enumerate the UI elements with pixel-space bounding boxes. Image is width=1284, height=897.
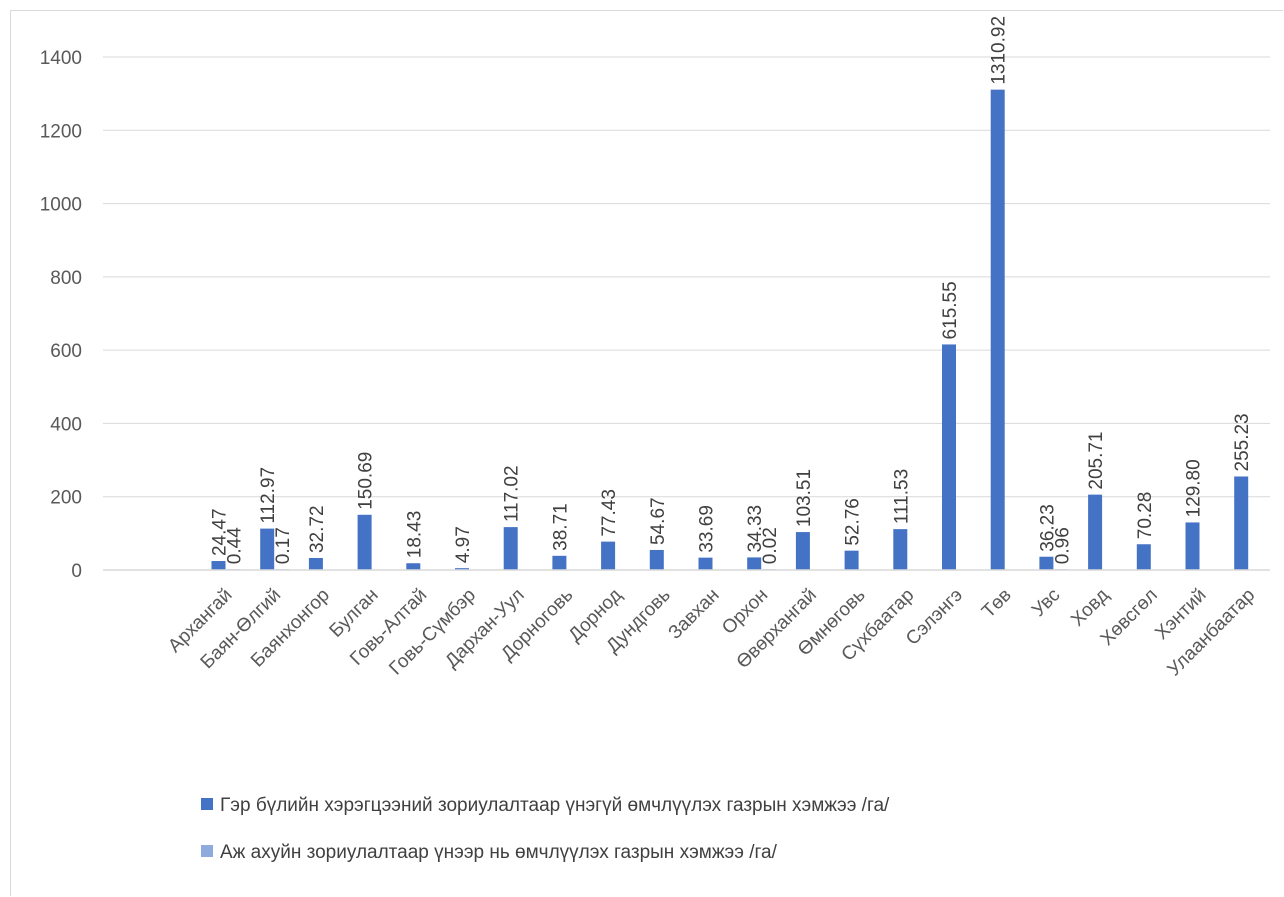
bar-series-1: [698, 557, 713, 570]
category-label: Улаанбаатар: [1164, 585, 1260, 681]
y-tick-label: 1000: [40, 195, 82, 216]
bar-series-1: [893, 529, 908, 570]
category-label: Төв: [978, 585, 1016, 623]
data-label: 112.97: [258, 467, 279, 524]
bar-series-1: [1136, 544, 1151, 570]
bar-series-1: [357, 514, 372, 570]
data-label: 36.23: [1037, 504, 1058, 552]
data-label: 111.53: [891, 469, 912, 524]
bar-series-1: [308, 558, 323, 570]
legend-label-series-1: Гэр бүлийн хэрэгцээний зориулалтаар үнэг…: [220, 795, 890, 816]
data-label: 117.02: [502, 465, 523, 522]
data-label: 150.69: [356, 452, 377, 510]
y-axis-ticks: 0 200 400 600 800 1000 1200 1400: [40, 48, 82, 582]
y-tick-label: 1400: [40, 48, 82, 69]
bar-series-1: [1234, 476, 1249, 570]
data-label: 33.69: [697, 505, 718, 553]
bar-series-1: [552, 555, 567, 570]
bar-series-1: [601, 541, 616, 570]
data-label: 18.43: [404, 511, 425, 559]
legend-label-series-2: Аж ахуйн зориулалтаар үнээр нь өмчлүүлэх…: [220, 842, 778, 863]
data-label: 255.23: [1232, 413, 1253, 471]
data-label: 32.72: [307, 505, 328, 553]
category-label: Завхан: [665, 585, 724, 644]
y-tick-label: 400: [50, 414, 82, 435]
data-label: 38.71: [550, 503, 571, 551]
data-label: 103.51: [794, 469, 815, 527]
data-label: 129.80: [1184, 459, 1205, 517]
y-tick-label: 800: [50, 268, 82, 289]
data-label: 77.43: [599, 489, 620, 537]
category-label: Увс: [1028, 585, 1064, 621]
data-label: 24.47: [210, 508, 231, 556]
data-label: 34.33: [745, 505, 766, 553]
bars: [211, 89, 1249, 571]
data-label: 1310.92: [989, 16, 1010, 85]
bar-series-1: [795, 532, 810, 570]
data-label: 0.96: [1052, 527, 1073, 564]
data-label: 4.97: [453, 526, 474, 563]
data-label: 615.55: [940, 281, 961, 339]
data-label: 54.67: [648, 497, 669, 545]
data-label: 52.76: [843, 498, 864, 546]
legend: Гэр бүлийн хэрэгцээний зориулалтаар үнэг…: [201, 795, 890, 863]
legend-swatch-series-2: [201, 845, 213, 857]
legend-swatch-series-1: [201, 798, 213, 810]
chart-frame: [10, 10, 1283, 896]
data-label: 0.44: [225, 527, 246, 564]
bar-series-1: [747, 557, 762, 570]
data-label: 0.17: [273, 527, 294, 564]
bar-series-1: [844, 550, 859, 570]
bar-series-1: [406, 563, 421, 570]
data-labels: 24.470.44 112.97 0.17 32.72 150.69 18.43 4.97 1…: [210, 16, 1254, 564]
category-label: Ховд: [1067, 585, 1113, 631]
bar-series-1: [1039, 556, 1054, 570]
gridlines: [103, 56, 1270, 498]
bar-series-1: [1088, 494, 1103, 570]
data-label: 0.02: [760, 527, 781, 564]
category-labels: АрхангайБаян-ӨлгийБаянхонгорБулганГовь-А…: [164, 585, 1259, 681]
data-label: 205.71: [1086, 431, 1107, 489]
y-tick-label: 0: [71, 561, 82, 582]
y-tick-label: 200: [50, 488, 82, 509]
y-tick-label: 600: [50, 341, 82, 362]
data-label: 70.28: [1135, 492, 1156, 540]
bar-series-1: [211, 561, 226, 570]
bar-series-1: [503, 527, 518, 570]
bar-series-1: [649, 549, 664, 570]
y-tick-label: 1200: [40, 121, 82, 142]
bar-series-1: [942, 344, 956, 570]
bar-series-1: [455, 568, 469, 570]
bar-series-1: [260, 528, 275, 570]
bar-series-1: [1185, 522, 1200, 570]
bar-series-1: [990, 89, 1005, 571]
